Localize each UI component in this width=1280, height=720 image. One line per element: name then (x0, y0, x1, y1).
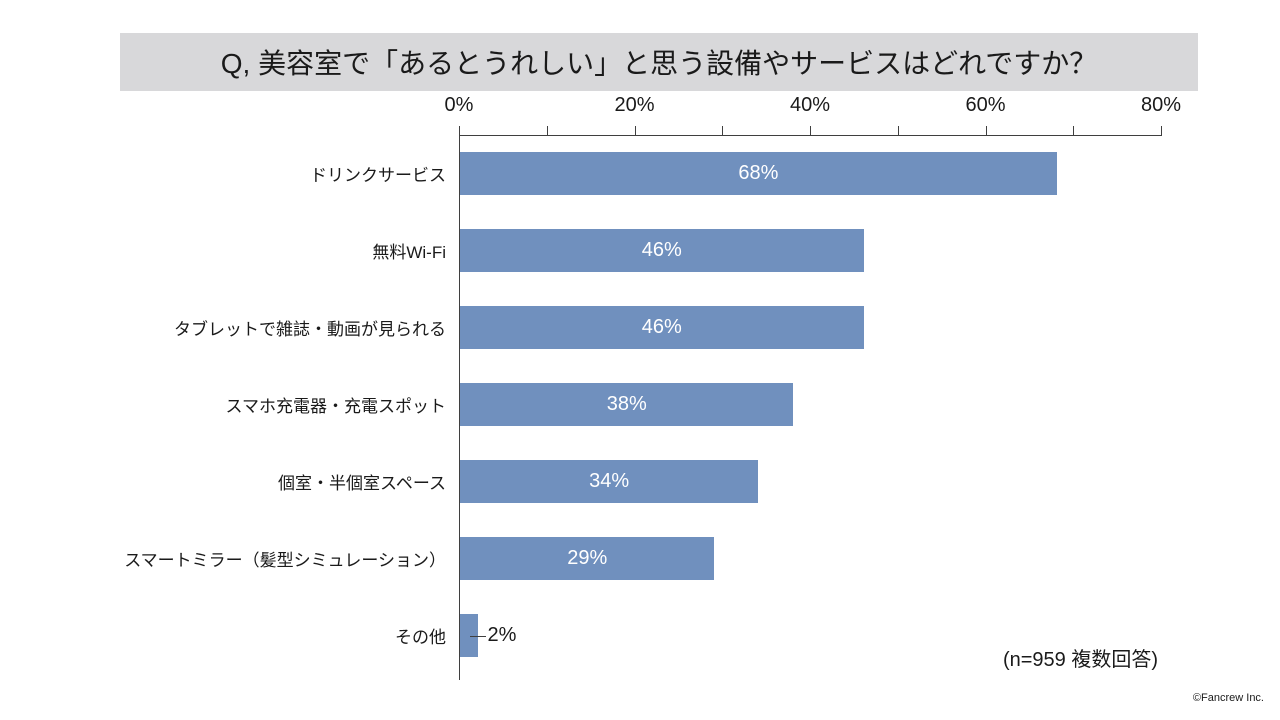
category-label: スマホ充電器・充電スポット (225, 397, 447, 416)
x-axis-tick-label: 20% (614, 94, 655, 116)
bar: 46% (460, 229, 864, 272)
category-label: 個室・半個室スペース (278, 474, 446, 493)
x-axis-tick (1073, 126, 1075, 136)
x-axis-tick (810, 126, 811, 136)
x-axis-tick (722, 126, 724, 136)
bar: 38% (460, 383, 794, 426)
chart-title: Q, 美容室で「あるとうれしい」と思う設備やサービスはどれですか？ (220, 48, 1098, 79)
y-axis-line (459, 126, 460, 680)
x-axis-tick-label: 40% (789, 94, 831, 116)
bar: 46% (460, 306, 864, 349)
bar-value-label: 34% (589, 470, 630, 492)
category-label: その他 (395, 628, 446, 647)
category-label: スマートミラー（髪型シミュレーション） (124, 551, 446, 570)
sample-size-note: (n=959 複数回答) (1002, 649, 1158, 671)
x-axis-tick (897, 126, 899, 136)
title-banner: Q, 美容室で「あるとうれしい」と思う設備やサービスはどれですか？ (120, 33, 1198, 91)
bar: 29% (460, 537, 715, 580)
category-label: タブレットで雑誌・動画が見られる (174, 320, 446, 339)
category-label: ドリンクサービス (310, 166, 446, 185)
x-axis-tick-label: 80% (1140, 94, 1182, 116)
x-axis-tick (634, 126, 636, 136)
x-axis-tick (546, 126, 548, 136)
x-axis-tick-label: 60% (965, 94, 1006, 116)
x-axis-tick (985, 126, 987, 136)
copyright-footer: ©Fancrew Inc. (1192, 692, 1264, 704)
bar-value-label: 68% (738, 162, 779, 184)
x-axis-tick (1161, 126, 1162, 136)
bar-value-label: 2% (487, 624, 517, 646)
category-label: 無料Wi-Fi (372, 243, 446, 262)
data-label-leader-line (469, 636, 486, 637)
bar: 34% (460, 460, 759, 503)
bar-value-label: 29% (567, 547, 608, 569)
bar-value-label: 38% (606, 393, 647, 415)
bar (460, 614, 478, 657)
bar: 68% (460, 152, 1057, 195)
x-axis-tick-label: 0% (444, 94, 474, 116)
bar-value-label: 46% (641, 239, 682, 261)
bar-value-label: 46% (641, 316, 682, 338)
